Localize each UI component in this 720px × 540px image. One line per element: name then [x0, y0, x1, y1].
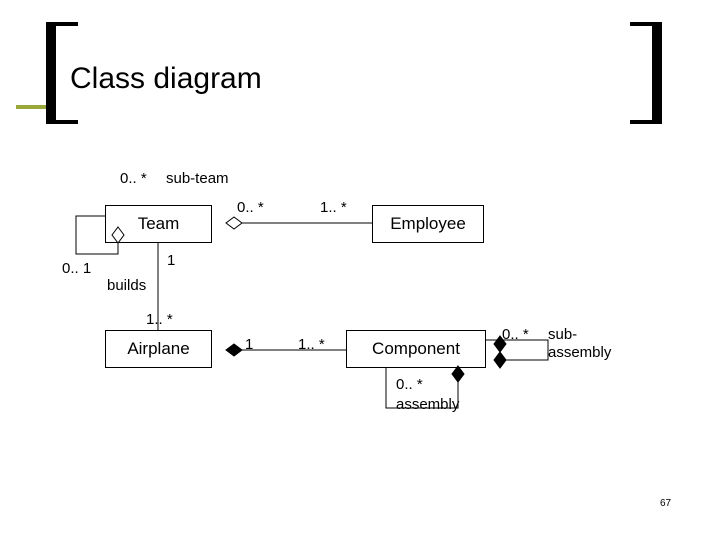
- mult-comp-bottom: 0.. *: [396, 376, 423, 393]
- page-number: 67: [660, 498, 671, 509]
- bracket-left-b: [56, 120, 78, 124]
- mult-team-self-top: 0.. *: [120, 170, 147, 187]
- accent-rule: [16, 105, 46, 109]
- role-sub-assembly-1: sub-: [548, 326, 577, 343]
- class-component: Component: [346, 330, 486, 368]
- role-sub-assembly-2: assembly: [548, 344, 611, 361]
- class-employee: Employee: [372, 205, 484, 243]
- bracket-left-v: [46, 22, 56, 124]
- class-employee-label: Employee: [390, 214, 466, 234]
- bracket-right-v: [652, 22, 662, 124]
- class-team-label: Team: [138, 214, 180, 234]
- mult-team-air-bottom: 1.. *: [146, 311, 173, 328]
- role-builds: builds: [107, 277, 146, 294]
- page-title: Class diagram: [70, 62, 262, 96]
- bracket-right-t: [630, 22, 652, 26]
- mult-air-comp-left: 1: [245, 336, 253, 353]
- mult-team-emp-right: 1.. *: [320, 199, 347, 216]
- diamond-team-employee: [226, 217, 242, 229]
- mult-comp-side: 0.. *: [502, 326, 529, 343]
- class-component-label: Component: [372, 339, 460, 359]
- mult-team-emp-left: 0.. *: [237, 199, 264, 216]
- class-team: Team: [105, 205, 212, 243]
- diamond-component-self-bottom: [452, 366, 464, 382]
- role-sub-team: sub-team: [166, 170, 229, 187]
- class-airplane-label: Airplane: [127, 339, 189, 359]
- mult-team-self-bottom: 0.. 1: [62, 260, 91, 277]
- bracket-left-t: [56, 22, 78, 26]
- mult-air-comp-right: 1.. *: [298, 336, 325, 353]
- mult-team-air-top: 1: [167, 252, 175, 269]
- diamond-airplane-component: [226, 344, 242, 356]
- edge-component-self-side: [486, 340, 548, 368]
- role-assembly: assembly: [396, 396, 459, 413]
- class-airplane: Airplane: [105, 330, 212, 368]
- bracket-right-b: [630, 120, 652, 124]
